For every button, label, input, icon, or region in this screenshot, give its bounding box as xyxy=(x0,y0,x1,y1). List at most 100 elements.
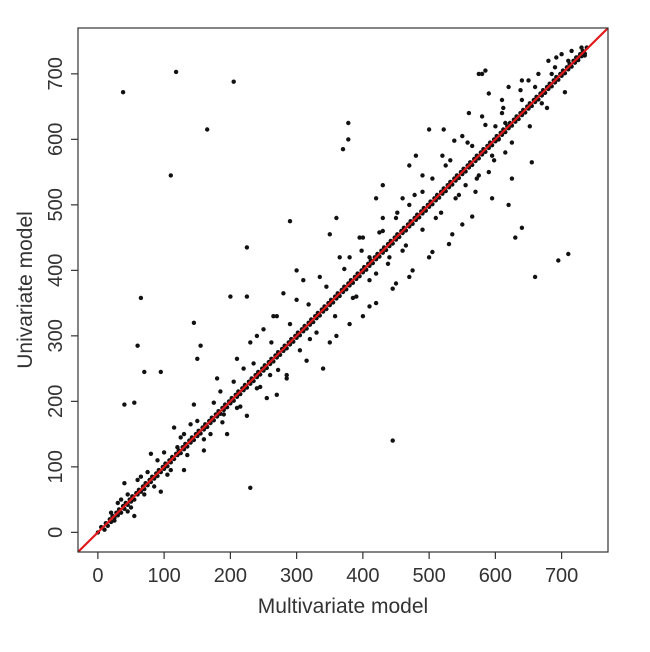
data-point xyxy=(320,366,326,371)
data-point xyxy=(460,133,465,139)
data-point xyxy=(145,469,150,475)
data-point xyxy=(258,384,263,390)
data-point xyxy=(181,431,187,437)
data-point xyxy=(231,79,236,84)
data-point xyxy=(234,405,240,411)
data-point xyxy=(377,230,382,235)
data-point xyxy=(228,294,233,299)
data-point xyxy=(181,467,187,473)
y-tick-label: 100 xyxy=(45,450,67,483)
x-tick-label: 0 xyxy=(92,565,103,587)
data-point xyxy=(499,97,505,103)
x-tick-label: 700 xyxy=(545,565,578,587)
data-point xyxy=(519,78,525,83)
data-point xyxy=(244,413,250,418)
data-point xyxy=(360,235,366,240)
data-point xyxy=(359,248,364,253)
data-point xyxy=(185,452,190,458)
data-point xyxy=(340,147,346,152)
data-point xyxy=(120,90,126,95)
data-point xyxy=(412,192,417,198)
data-point xyxy=(479,114,485,119)
data-point xyxy=(509,176,515,181)
data-point xyxy=(208,431,213,437)
data-point xyxy=(476,173,481,178)
data-point xyxy=(354,294,359,299)
data-point xyxy=(152,484,157,489)
data-point xyxy=(448,158,453,163)
data-point xyxy=(489,196,495,201)
data-point xyxy=(452,138,457,143)
data-point xyxy=(440,153,445,158)
data-point xyxy=(327,340,332,345)
data-point xyxy=(347,255,352,260)
data-point xyxy=(271,314,276,319)
data-point xyxy=(463,183,468,188)
data-point xyxy=(373,196,379,201)
data-point xyxy=(393,281,399,286)
data-point xyxy=(244,245,250,250)
y-tick-label: 300 xyxy=(45,319,67,352)
data-point xyxy=(201,448,207,453)
data-point xyxy=(168,173,173,178)
data-point xyxy=(579,45,584,50)
data-point xyxy=(465,140,470,145)
data-point xyxy=(519,225,525,230)
data-point xyxy=(281,291,286,296)
data-point xyxy=(486,91,491,96)
data-point xyxy=(334,215,339,221)
data-point xyxy=(479,71,485,77)
data-point xyxy=(503,120,508,126)
data-point xyxy=(214,376,220,381)
data-point xyxy=(493,124,498,129)
data-point xyxy=(430,176,435,181)
data-point xyxy=(400,248,405,253)
data-point xyxy=(158,369,163,375)
x-tick-label: 500 xyxy=(412,565,445,587)
data-point xyxy=(132,513,137,519)
data-point xyxy=(165,472,170,477)
data-point xyxy=(491,158,497,163)
data-point xyxy=(294,268,299,273)
y-tick-label: 0 xyxy=(45,527,67,538)
data-point xyxy=(569,48,574,54)
data-point xyxy=(287,219,293,224)
data-point xyxy=(122,481,127,486)
data-point xyxy=(407,202,412,208)
data-point xyxy=(161,450,167,455)
data-point xyxy=(261,327,266,332)
data-point xyxy=(380,228,385,234)
data-point xyxy=(456,192,462,198)
data-point xyxy=(297,348,303,353)
data-point xyxy=(275,367,281,373)
data-point xyxy=(274,314,279,319)
data-point xyxy=(554,55,559,60)
data-point xyxy=(241,366,246,371)
data-point xyxy=(556,258,561,263)
x-axis: 0 100 200 300 400 500 600 700 xyxy=(92,552,578,587)
data-point xyxy=(433,215,438,221)
data-point xyxy=(254,333,260,339)
y-tick-label: 600 xyxy=(45,123,67,156)
data-point xyxy=(306,302,311,307)
data-point xyxy=(350,295,356,301)
x-axis-title: Multivariate model xyxy=(258,595,428,618)
data-point xyxy=(155,458,160,463)
data-point xyxy=(380,215,385,221)
data-point xyxy=(274,392,279,397)
data-point xyxy=(566,251,571,257)
data-point xyxy=(201,437,207,442)
data-point xyxy=(420,173,425,178)
plot-frame xyxy=(77,27,609,553)
data-point xyxy=(248,340,253,345)
data-point xyxy=(267,372,273,378)
data-point xyxy=(115,500,121,506)
data-point xyxy=(506,84,511,90)
data-point xyxy=(244,294,250,299)
data-point xyxy=(347,321,352,327)
data-point xyxy=(441,127,446,132)
y-tick-label: 500 xyxy=(45,188,67,221)
data-point xyxy=(173,69,179,75)
data-point xyxy=(446,241,452,247)
data-point xyxy=(264,395,269,401)
